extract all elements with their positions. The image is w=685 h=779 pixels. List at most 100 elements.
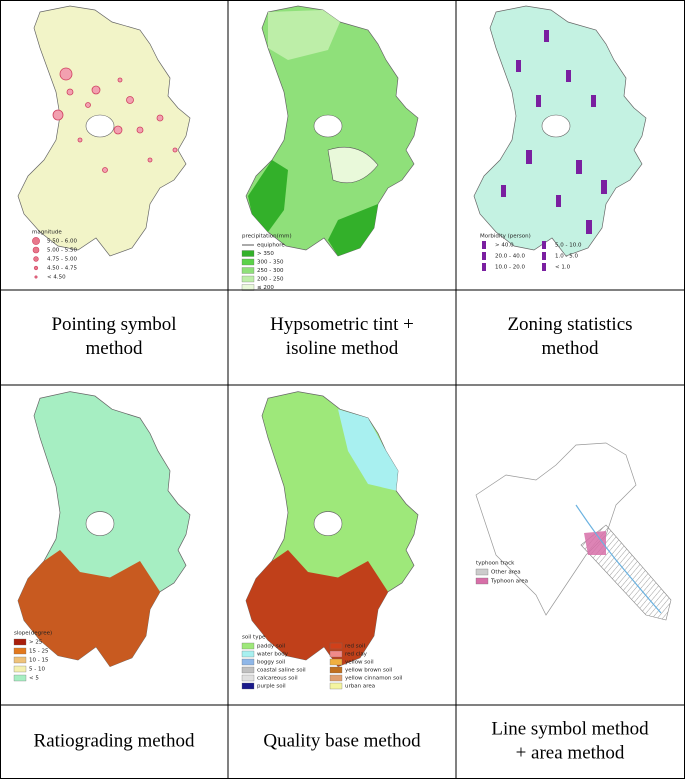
caption: Hypsometric tint + [270,314,414,335]
legend-label: ≤ 200 [257,285,274,291]
legend-label: Typhoon area [490,579,528,585]
caption: Pointing symbol [51,314,176,335]
legend-symbol [329,650,343,658]
map-earthquake [17,5,191,257]
legend-symbol [329,682,343,690]
legend-label: > 350 [257,251,274,257]
caption: isoline method [286,338,399,359]
map-soil [245,391,419,668]
legend-symbol [241,267,255,274]
legend-title: slope(degree) [14,631,52,637]
legend-label: < 5 [29,676,39,682]
legend-symbol [241,642,255,650]
legend-symbol [34,275,38,279]
legend-label: yellow cinnamon soil [345,676,403,682]
legend-symbol [542,263,546,271]
legend-symbol [542,252,546,260]
legend: precipitation(mm) equiphore > 350 300 - 350… [241,234,292,291]
legend-label: > 25 [29,640,43,646]
map-precipitation [245,5,419,257]
legend-label: 4.50 - 4.75 [47,266,77,272]
legend-label: 10.0 - 20.0 [495,265,525,271]
legend-symbol [241,666,255,674]
legend-label: boggy soil [257,660,286,666]
legend-label: 5.50 - 6.00 [47,239,77,245]
legend: soil type paddy soil water body boggy soil c… [241,635,403,690]
legends-and-captions: magnitude 5.50 - 6.00 5.00 - 5.50 4.75 - 5.… [13,230,649,763]
legend-label: red soil [345,644,366,650]
legend: typhoon track Other area Typhoon area [475,561,528,585]
legend-label: equiphore [257,243,285,249]
legend-symbol [482,241,486,249]
legend-label: 10 - 15 [29,658,49,664]
caption: Ratiograding method [34,730,195,751]
legend-label: < 4.50 [47,275,66,281]
legend-label: 20.0 - 40.0 [495,254,525,260]
legend-label: yellow brown soil [345,668,393,674]
legend-title: soil type [242,635,266,641]
legend-label: < 1.0 [555,265,571,271]
legend-symbol [241,275,255,283]
legend-label: 300 - 350 [257,260,284,266]
legend-symbol [33,256,39,262]
caption: method [542,338,599,359]
legend-symbol [329,658,343,666]
legend-symbol [475,577,489,585]
legend-label: water body [257,652,289,658]
legend-symbol [241,258,255,266]
map-typhoon [475,442,672,621]
legend: Morbidity (person) > 40.0 20.0 - 40.0 10.0 … [480,234,582,271]
legend-symbol [329,666,343,674]
legend-symbol [241,658,255,666]
legend-symbol [329,674,343,682]
legend-symbol [482,263,486,271]
legend-label: > 40.0 [495,243,514,249]
legend-title: magnitude [32,230,62,236]
map-morbidity [473,5,647,257]
legend-label: 200 - 250 [257,277,284,283]
legend: magnitude 5.50 - 6.00 5.00 - 5.50 4.75 - 5.… [32,230,77,281]
legend-title: precipitation(mm) [242,234,292,240]
legend-label: calcareous soil [257,676,298,682]
legend-symbol [482,252,486,260]
legend-label: red clay [345,652,368,658]
legend-symbol [33,265,39,271]
legend-symbol [241,674,255,682]
legend-symbol [13,674,27,682]
legend-label: urban area [345,684,375,690]
legend-label: 15 - 25 [29,649,49,655]
legend-symbol [32,237,40,245]
map-slope [17,391,191,668]
legend-symbol [241,250,255,257]
legend-symbol [13,647,27,655]
caption: method [86,338,143,359]
legend-symbol [241,650,255,658]
legend-symbol [329,642,343,650]
legend-label: 4.75 - 5.00 [47,257,77,263]
legend-label: Other area [491,570,521,576]
legend-title: Morbidity (person) [480,234,531,240]
legend-symbol [241,682,255,690]
legend-label: coastal saline soil [257,668,306,674]
legend: slope(degree) > 25 15 - 25 10 - 15 5 - 10 < 5 [13,631,52,682]
legend-symbol [542,241,546,249]
legend-label: yellow soil [345,660,374,666]
legend-label: purple soil [257,684,286,690]
legend-symbol [475,568,489,576]
caption: + area method [516,742,625,763]
legend-label: 5.0 - 10.0 [555,243,582,249]
legend-symbol [32,246,40,254]
caption: Quality base method [263,730,421,751]
legend-label: 250 - 300 [257,268,284,274]
caption: Line symbol method [491,718,649,739]
legend-label: 1.0 - 5.0 [555,254,578,260]
legend-label: paddy soil [257,644,286,650]
legend-symbol [13,638,27,646]
legend-label: 5.00 - 5.50 [47,248,77,254]
legend-title: typhoon track [476,561,515,567]
legend-label: 5 - 10 [29,667,45,673]
legend-symbol [13,656,27,664]
caption: Zoning statistics [507,314,632,335]
legend-symbol [13,665,27,673]
